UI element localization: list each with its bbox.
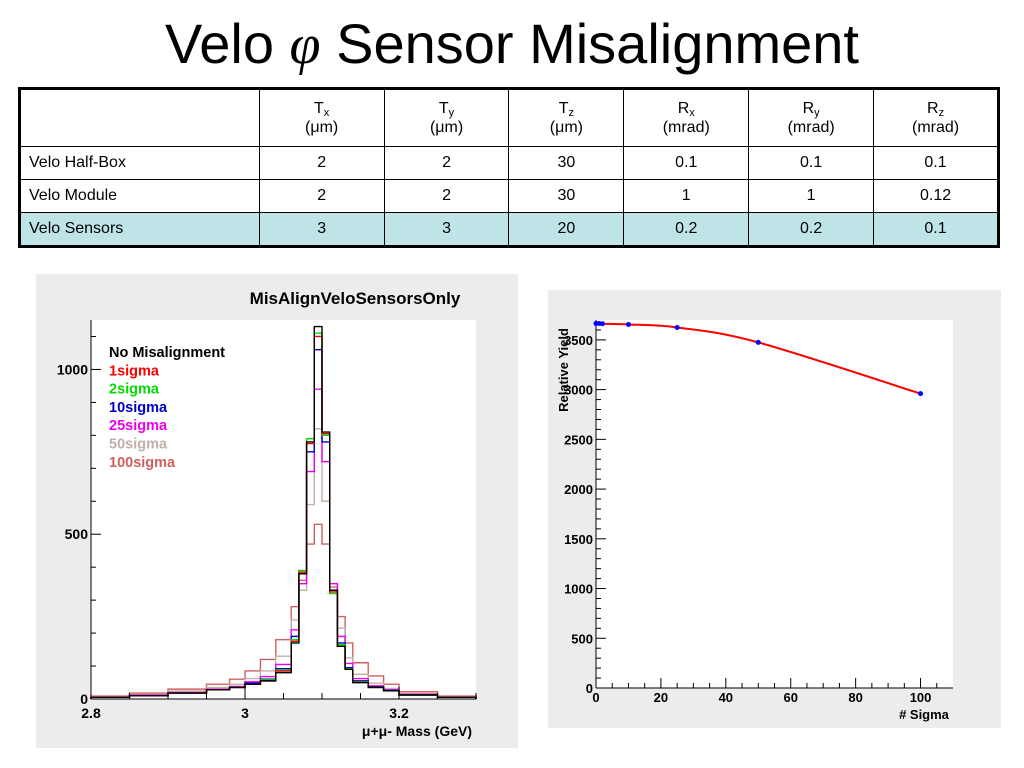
title-suffix: Sensor Misalignment	[336, 12, 859, 75]
legend-entry: 10sigma	[109, 400, 168, 416]
yield-plot-background	[596, 320, 953, 688]
header-tz: Tz (μm)	[508, 88, 625, 147]
yield-data-point	[625, 321, 631, 327]
table-cell: 1	[748, 179, 875, 213]
row-label: Velo Module	[19, 179, 260, 213]
yield-y-tick-label: 1000	[564, 582, 593, 597]
table-cell: 0.1	[748, 146, 875, 180]
yield-data-point	[918, 391, 924, 397]
table-cell: 20	[508, 212, 625, 247]
table-cell: 0.1	[873, 212, 999, 247]
table-row-sensors: Velo Sensors 3 3 20 0.2 0.2 0.1	[19, 212, 999, 247]
legend-entry: No Misalignment	[109, 345, 225, 361]
legend-entry: 1sigma	[109, 363, 160, 379]
hist-plot-background	[91, 320, 476, 699]
table-cell: 2	[258, 146, 385, 180]
yield-y-tick-label: 500	[571, 631, 593, 646]
yield-x-tick-label: 100	[910, 690, 932, 705]
yield-y-tick-label: 2500	[564, 432, 593, 447]
table-cell: 2	[258, 179, 385, 213]
table-cell: 30	[508, 179, 625, 213]
header-rz: Rz (mrad)	[873, 88, 999, 147]
yield-y-tick-label: 3500	[564, 333, 593, 348]
yield-x-tick-label: 80	[848, 690, 862, 705]
yield-xlabel: # Sigma	[899, 707, 950, 722]
hist-y-tick-label: 1000	[57, 361, 88, 377]
yield-data-point	[755, 339, 761, 345]
yield-ylabel: Relative Yield	[556, 328, 571, 412]
table-cell: 3	[383, 212, 510, 247]
hist-y-tick-label: 0	[80, 691, 88, 707]
yield-y-tick-label: 2000	[564, 482, 593, 497]
phi-symbol: φ	[289, 14, 321, 76]
table-cell: 2	[383, 146, 510, 180]
table-cell: 0.12	[873, 179, 999, 213]
hist-x-tick-label: 2.8	[81, 705, 101, 721]
table-cell: 1	[623, 179, 750, 213]
yield-x-tick-label: 40	[719, 690, 733, 705]
legend-entry: 2sigma	[109, 382, 160, 398]
header-tx: Tx (μm)	[258, 88, 385, 147]
yield-y-tick-label: 3000	[564, 383, 593, 398]
hist-series-0	[90, 325, 477, 699]
header-corner-cell	[19, 88, 260, 147]
row-label: Velo Half-Box	[19, 146, 260, 180]
hist-y-tick-label: 500	[65, 526, 89, 542]
yield-x-tick-label: 20	[654, 690, 668, 705]
row-label: Velo Sensors	[19, 212, 260, 247]
table-cell: 0.1	[873, 146, 999, 180]
table-cell: 0.2	[623, 212, 750, 247]
table-cell: 0.1	[623, 146, 750, 180]
header-rx: Rx (mrad)	[623, 88, 750, 147]
hist-series-6	[90, 523, 477, 699]
title-prefix: Velo	[164, 12, 274, 75]
yield-data-point	[599, 321, 605, 327]
table-cell: 30	[508, 146, 625, 180]
table-header-row: Tx (μm) Ty (μm) Tz (μm) Rx (mrad) Ry (mrad) R…	[19, 88, 999, 147]
legend-entry: 50sigma	[109, 437, 168, 453]
misalignment-table: Tx (μm) Ty (μm) Tz (μm) Rx (mrad) Ry (mrad) R…	[18, 87, 1000, 248]
table-cell: 2	[383, 179, 510, 213]
yield-x-tick-label: 60	[783, 690, 797, 705]
slide-title: Velo φ Sensor Misalignment	[0, 8, 1024, 81]
relative-yield-chart: 0 20 40 60 80 1000500100015002000250030003500…	[548, 290, 1001, 728]
header-ty: Ty (μm)	[383, 88, 510, 147]
legend-entry: 100sigma	[109, 455, 176, 471]
yield-y-tick-label: 0	[586, 681, 593, 696]
hist-x-tick-label: 3	[241, 705, 249, 721]
hist-xlabel: μ+μ- Mass (GeV)	[362, 723, 472, 739]
yield-y-tick-label: 1500	[564, 532, 593, 547]
table-row-module: Velo Module 2 2 30 1 1 0.12	[19, 179, 999, 213]
header-ry: Ry (mrad)	[748, 88, 875, 147]
hist-plot-area: 2.8 3 3.2 0 500 1000 No Misalignment 1sigma 2sig…	[57, 320, 477, 721]
table-cell: 3	[258, 212, 385, 247]
yield-data-point	[674, 324, 680, 330]
hist-series-5	[90, 428, 477, 699]
legend-entry: 25sigma	[109, 418, 168, 434]
table-row-half-box: Velo Half-Box 2 2 30 0.1 0.1 0.1	[19, 146, 999, 180]
yield-x-tick-label: 0	[592, 690, 599, 705]
mass-histogram-chart: MisAlignVeloSensorsOnly 2.8 3 3.2 0 500 1000 N…	[36, 274, 518, 748]
table-cell: 0.2	[748, 212, 875, 247]
hist-x-tick-label: 3.2	[389, 705, 409, 721]
hist-title: MisAlignVeloSensorsOnly	[250, 289, 461, 308]
